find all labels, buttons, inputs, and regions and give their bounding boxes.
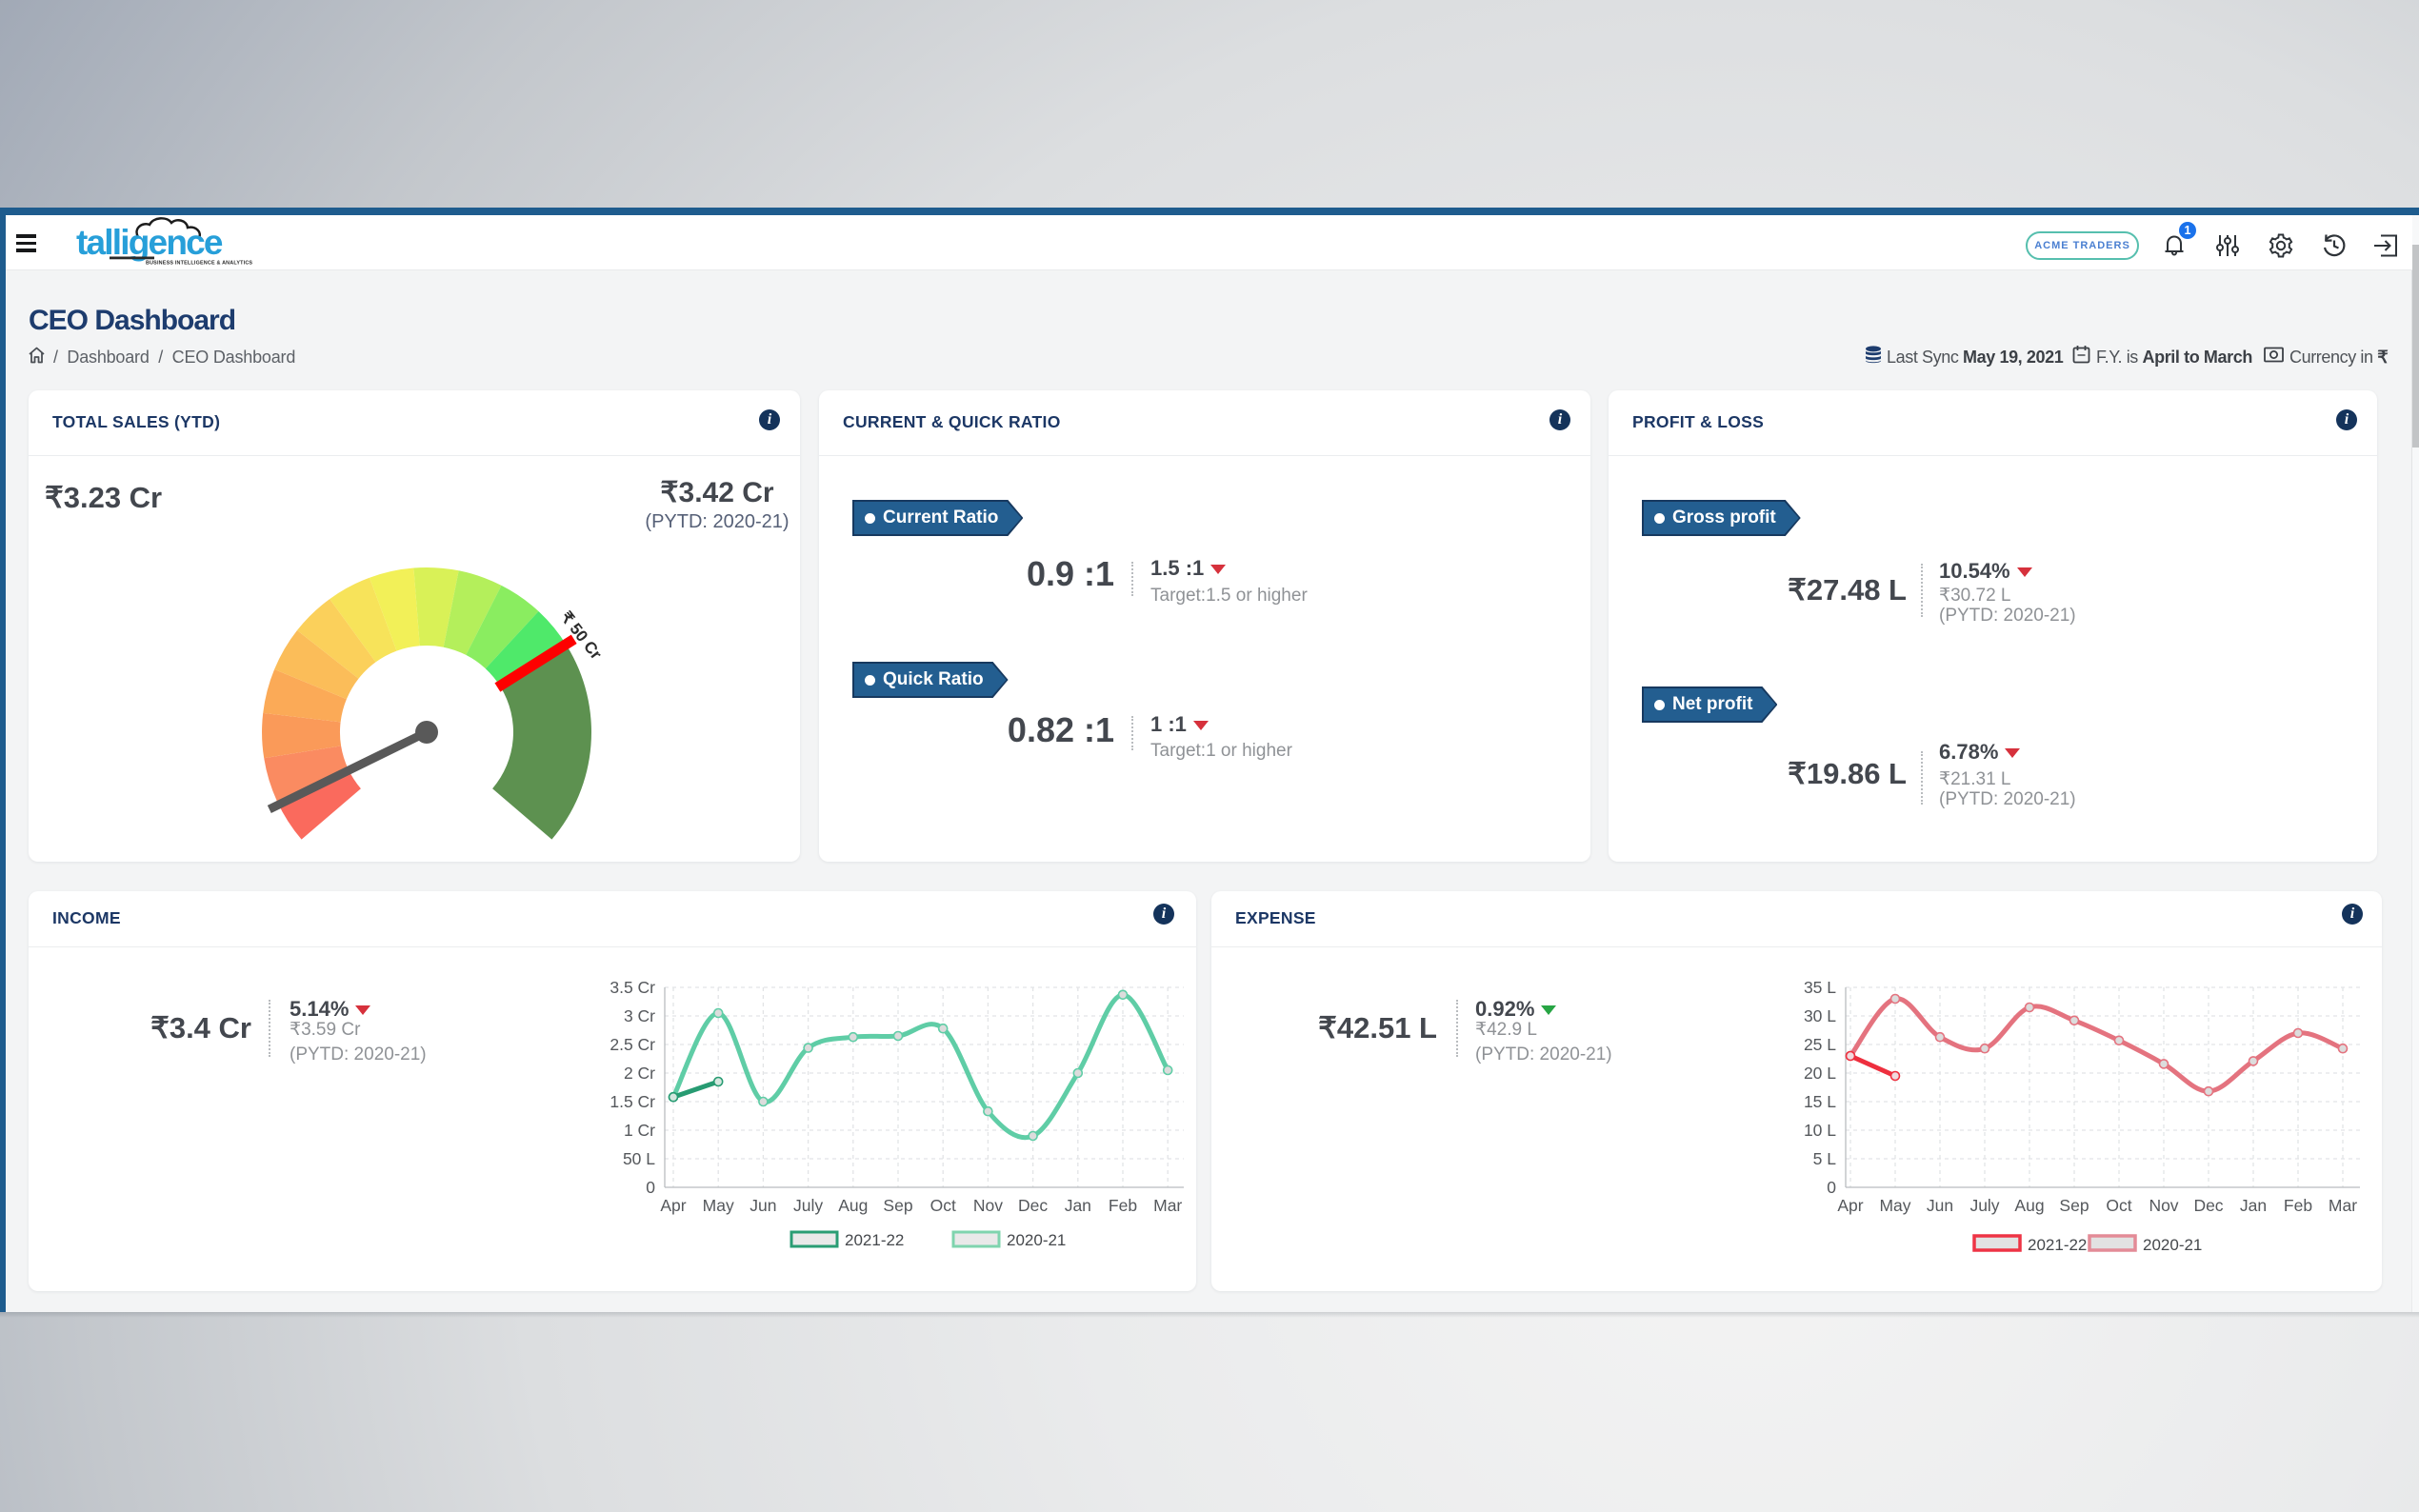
svg-text:July: July — [1969, 1196, 1999, 1215]
svg-text:1.5 Cr: 1.5 Cr — [610, 1092, 655, 1111]
svg-text:BUSINESS INTELLIGENCE & ANALYT: BUSINESS INTELLIGENCE & ANALYTICS — [146, 261, 252, 267]
svg-text:Sep: Sep — [883, 1196, 912, 1215]
svg-text:May: May — [1879, 1196, 1910, 1215]
svg-text:Sep: Sep — [2059, 1196, 2089, 1215]
svg-text:talligence: talligence — [76, 223, 223, 262]
svg-text:Dec: Dec — [1018, 1196, 1048, 1215]
svg-text:Feb: Feb — [2284, 1196, 2312, 1215]
svg-text:15 L: 15 L — [1804, 1092, 1836, 1111]
svg-text:5 L: 5 L — [1813, 1149, 1837, 1168]
svg-text:Nov: Nov — [2149, 1196, 2178, 1215]
svg-text:0: 0 — [1827, 1178, 1836, 1197]
svg-text:2020-21: 2020-21 — [1007, 1231, 1066, 1249]
svg-text:Aug: Aug — [838, 1196, 868, 1215]
svg-text:2021-22: 2021-22 — [2028, 1236, 2087, 1254]
svg-text:May: May — [703, 1196, 734, 1215]
svg-text:2 Cr: 2 Cr — [624, 1064, 655, 1083]
svg-text:Dec: Dec — [2193, 1196, 2223, 1215]
svg-text:Apr: Apr — [1837, 1196, 1863, 1215]
svg-text:2021-22: 2021-22 — [845, 1231, 904, 1249]
svg-text:Mar: Mar — [1153, 1196, 1182, 1215]
svg-text:1 Cr: 1 Cr — [624, 1121, 655, 1140]
svg-text:Oct: Oct — [930, 1196, 956, 1215]
svg-text:20 L: 20 L — [1804, 1064, 1836, 1083]
svg-text:50 L: 50 L — [623, 1149, 655, 1168]
svg-text:Feb: Feb — [1109, 1196, 1137, 1215]
svg-text:Nov: Nov — [973, 1196, 1003, 1215]
svg-text:Jan: Jan — [2240, 1196, 2267, 1215]
svg-text:July: July — [793, 1196, 823, 1215]
svg-text:25 L: 25 L — [1804, 1035, 1836, 1054]
svg-text:Apr: Apr — [660, 1196, 686, 1215]
svg-text:0: 0 — [646, 1178, 655, 1197]
svg-text:3 Cr: 3 Cr — [624, 1006, 655, 1025]
svg-text:35 L: 35 L — [1804, 978, 1836, 997]
svg-text:Jun: Jun — [1927, 1196, 1953, 1215]
svg-text:Oct: Oct — [2106, 1196, 2131, 1215]
svg-text:10 L: 10 L — [1804, 1121, 1836, 1140]
svg-text:Jan: Jan — [1065, 1196, 1091, 1215]
svg-text:30 L: 30 L — [1804, 1006, 1836, 1025]
svg-text:Aug: Aug — [2014, 1196, 2044, 1215]
svg-text:Mar: Mar — [2329, 1196, 2357, 1215]
svg-text:2.5 Cr: 2.5 Cr — [610, 1035, 655, 1054]
svg-text:3.5 Cr: 3.5 Cr — [610, 978, 655, 997]
svg-text:Jun: Jun — [750, 1196, 776, 1215]
svg-text:2020-21: 2020-21 — [2143, 1236, 2202, 1254]
